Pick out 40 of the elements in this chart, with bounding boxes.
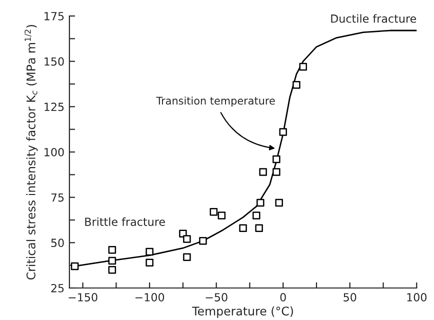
point — [272, 168, 280, 176]
point — [292, 81, 300, 89]
x-tick-label: −150 — [68, 293, 98, 302]
annotation: Brittle fracture — [85, 217, 165, 226]
point — [146, 248, 154, 256]
point — [218, 212, 226, 220]
point — [210, 208, 218, 216]
point — [183, 235, 191, 243]
y-axis-title: Critical stress intensity factor K$_{c}$ (MPa m$^{1/2}$) — [24, 24, 38, 280]
y-tick-label: 50 — [51, 238, 64, 248]
x-axis-title: Temperature (°C) — [192, 306, 293, 318]
point — [146, 258, 154, 266]
y-tick-label: 25 — [51, 284, 64, 292]
x-tick-label: 0 — [280, 293, 286, 302]
point — [252, 212, 260, 220]
x-tick-label: −50 — [206, 293, 228, 302]
point — [279, 128, 287, 136]
point — [239, 224, 247, 232]
point — [70, 262, 79, 270]
point — [183, 253, 191, 262]
point — [256, 198, 264, 207]
y-tick-label: 175 — [44, 12, 64, 20]
x-tick-label: 50 — [344, 293, 356, 302]
point — [272, 155, 280, 164]
annotation: Ductile fracture — [331, 14, 416, 23]
x-tick-label: −100 — [135, 293, 164, 302]
point — [255, 224, 263, 232]
x-tick-label: 100 — [407, 293, 427, 302]
point — [108, 256, 116, 265]
y-tick-label: 75 — [51, 193, 64, 202]
point — [108, 266, 116, 274]
point — [199, 236, 207, 245]
y-tick-label: 150 — [44, 57, 64, 66]
point — [259, 168, 267, 176]
y-tick-label: 125 — [44, 102, 64, 112]
point — [108, 246, 116, 254]
point — [275, 198, 283, 207]
annotation: Transition temperature — [156, 96, 275, 107]
point — [299, 62, 308, 71]
y-tick-label: 100 — [44, 148, 64, 156]
